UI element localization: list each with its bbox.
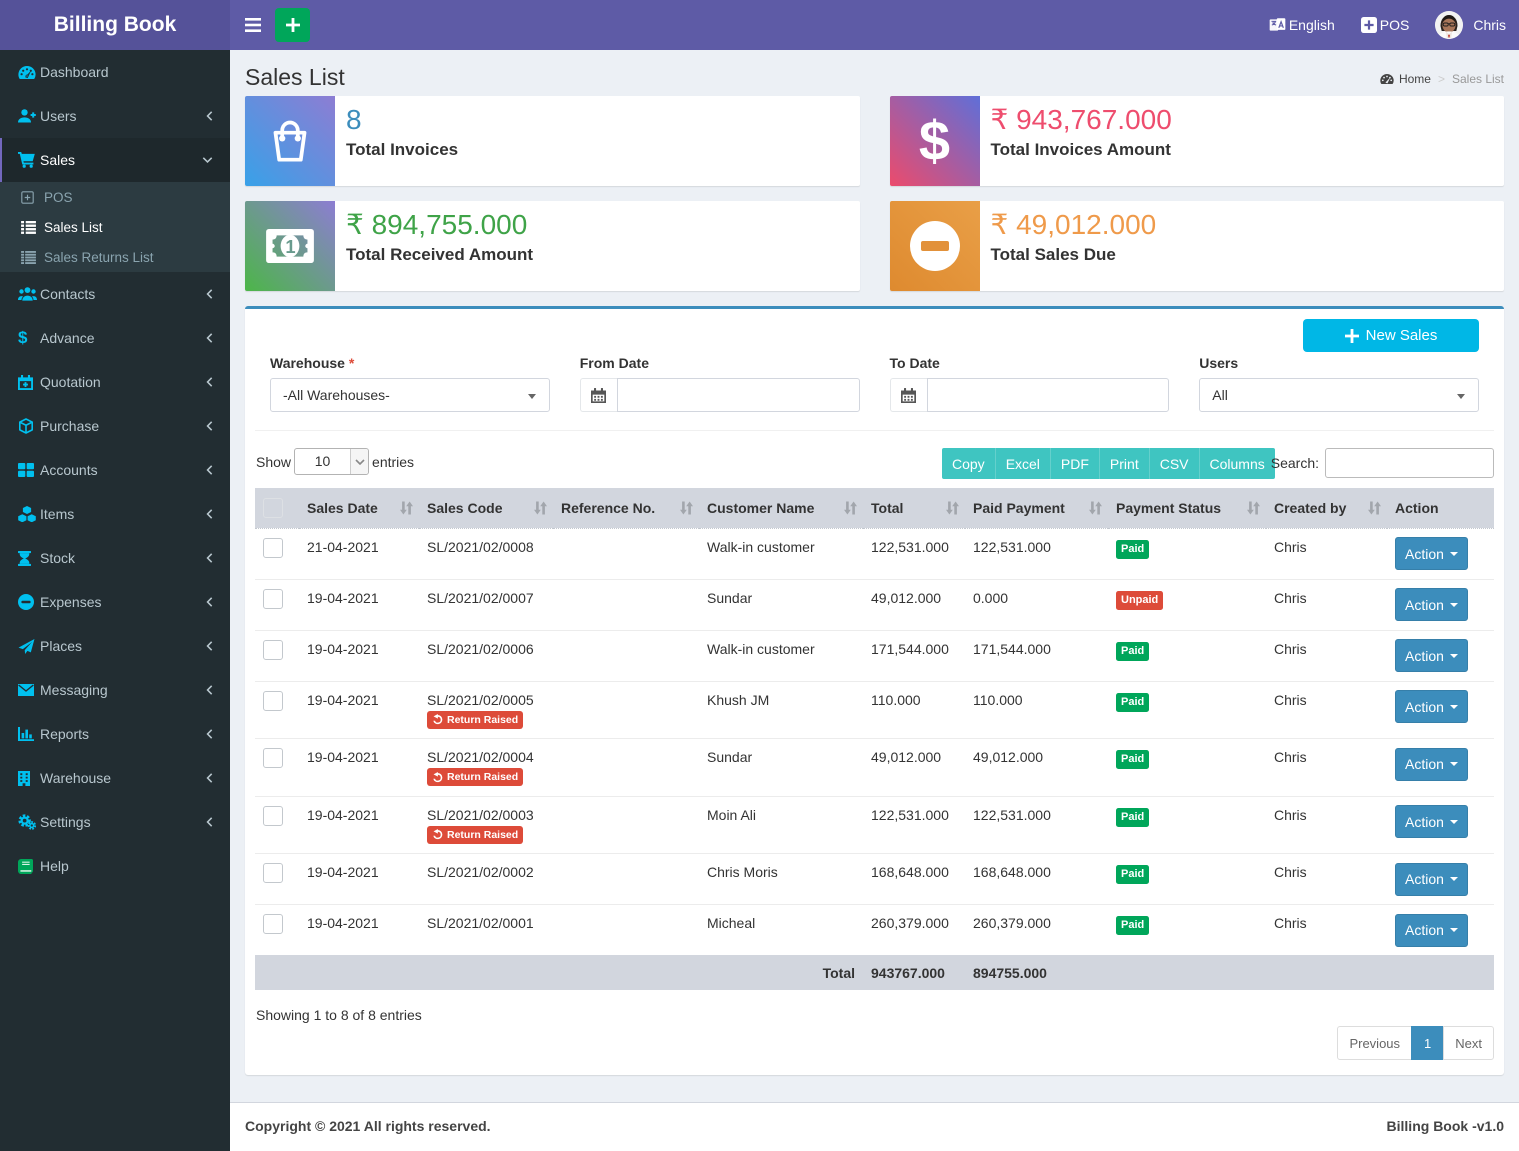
svg-text:1: 1 bbox=[285, 236, 295, 257]
